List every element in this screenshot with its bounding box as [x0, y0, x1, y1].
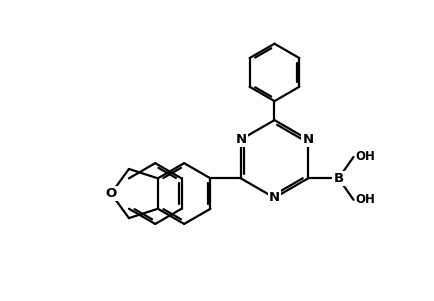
Text: N: N [302, 133, 313, 146]
Text: O: O [105, 187, 116, 200]
Text: OH: OH [355, 193, 375, 206]
Text: OH: OH [355, 150, 375, 163]
Text: N: N [302, 133, 313, 146]
Text: N: N [268, 191, 279, 204]
Text: N: N [235, 133, 246, 146]
Text: N: N [235, 133, 246, 146]
Text: N: N [268, 191, 279, 204]
Text: B: B [333, 172, 343, 185]
Text: O: O [105, 187, 116, 200]
Text: B: B [333, 172, 343, 185]
